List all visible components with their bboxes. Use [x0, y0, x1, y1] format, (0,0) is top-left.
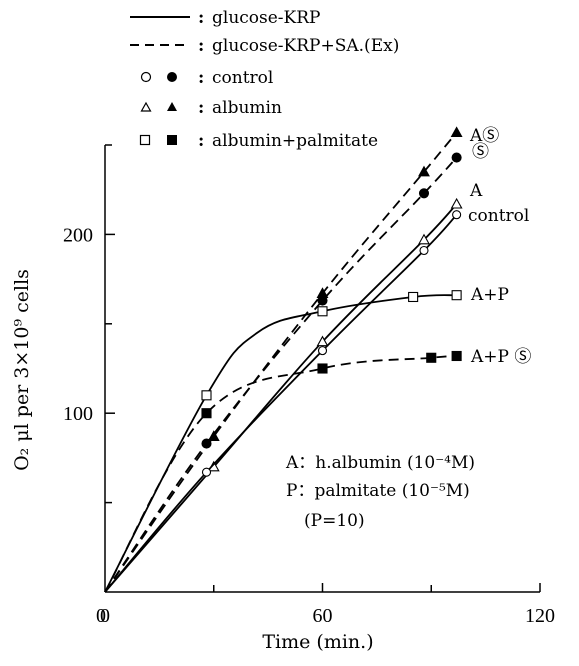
series-line [104, 294, 457, 593]
data-point [408, 291, 419, 303]
legend-colon: : [198, 68, 204, 88]
legend-label-dashed: glucose-KRP+SA.(Ex) [212, 36, 399, 56]
data-point [426, 352, 437, 363]
series-group [104, 350, 462, 593]
series-group [104, 210, 462, 593]
y-ticks: 100 200 [63, 144, 115, 504]
series-group [104, 152, 462, 593]
series-group [104, 290, 462, 593]
data-point [418, 188, 430, 199]
legend-open-square-marker [139, 134, 151, 146]
data-point [317, 346, 328, 356]
legend-control-markers [140, 71, 177, 83]
data-point [451, 290, 462, 301]
data-point [316, 335, 329, 347]
data-point [450, 197, 463, 209]
axes: 0 60 120 0 100 200 Time (min.) O₂ μl per 3×1… [11, 144, 555, 653]
origin-label: 0 [96, 605, 106, 627]
data-point [201, 467, 212, 477]
series-line [104, 203, 458, 593]
legend-open-circle-marker [140, 71, 152, 83]
legend-label-palmitate: albumin+palmitate [212, 131, 378, 151]
series-layer [104, 126, 463, 593]
legend-colon: : [198, 8, 204, 28]
y-tick-label: 200 [63, 224, 93, 246]
series-end-label: A+P Ⓢ [470, 347, 531, 367]
legend-label-control: control [212, 68, 273, 88]
series-end-label: A+P [470, 285, 509, 305]
x-ticks: 0 60 120 0 [96, 583, 555, 627]
x-tick-label: 60 [313, 605, 333, 627]
legend-open-triangle-marker [140, 101, 152, 112]
legend-label-solid: glucose-KRP [212, 8, 321, 28]
data-point [207, 430, 220, 441]
annotation-albumin: A：h.albumin (10⁻⁴M) [285, 453, 475, 473]
data-point [201, 438, 212, 449]
legend-palmitate-markers [139, 134, 177, 146]
data-point [418, 165, 430, 177]
legend-filled-circle-marker [167, 72, 177, 82]
data-point [418, 233, 430, 245]
x-axis-title: Time (min.) [262, 631, 373, 653]
data-point [452, 210, 462, 220]
data-point [317, 306, 328, 317]
legend-colon: : [198, 36, 204, 56]
legend-colon: : [198, 131, 204, 151]
data-point [317, 363, 328, 374]
series-group [104, 126, 463, 593]
annotation-notes: A：h.albumin (10⁻⁴M) P：palmitate (10⁻⁵M) … [285, 453, 475, 531]
series-end-labels: AⓈ Ⓢ A control A+P A+P Ⓢ [468, 126, 531, 367]
series-end-label: A [469, 181, 483, 201]
legend-filled-square-marker [167, 135, 177, 145]
series-group [104, 197, 463, 593]
series-line [104, 156, 458, 593]
data-point [419, 245, 429, 256]
series-end-label: Ⓢ [472, 142, 489, 162]
series-line [104, 214, 458, 593]
data-point [451, 152, 462, 163]
legend-albumin-markers [140, 101, 177, 112]
y-axis-title: O₂ μl per 3×10⁹ cells [11, 269, 33, 471]
annotation-palmitate: P：palmitate (10⁻⁵M) [286, 481, 470, 501]
series-line [104, 131, 458, 593]
data-point [201, 408, 212, 419]
x-tick-label: 0 [100, 605, 110, 627]
data-point [451, 350, 462, 362]
y-tick-label: 100 [63, 403, 93, 425]
legend: : : : : : glucose-KRP glucose-KRP+SA.(Ex… [130, 8, 399, 151]
series-end-label: control [468, 206, 529, 226]
series-end-label: AⓈ [469, 126, 499, 146]
data-point [450, 126, 463, 138]
legend-colon: : [198, 98, 204, 118]
series-line [104, 355, 457, 593]
data-point [201, 390, 212, 401]
x-tick-label: 120 [525, 605, 555, 627]
legend-label-albumin: albumin [212, 98, 282, 118]
legend-filled-triangle-marker [167, 102, 177, 111]
annotation-p-ratio: (P=10) [304, 511, 365, 531]
data-point [317, 295, 328, 306]
